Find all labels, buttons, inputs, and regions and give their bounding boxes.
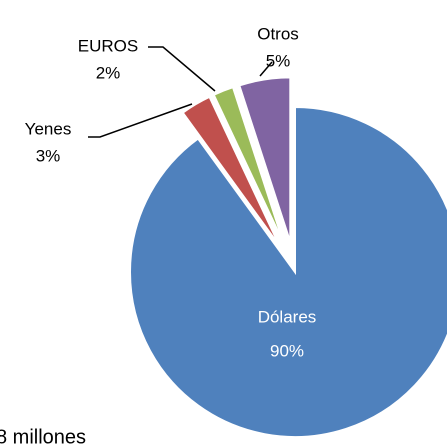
slice-value: 3% (36, 146, 61, 165)
slice-label: Dólares (258, 307, 317, 326)
annotation: 8 millones (0, 426, 86, 445)
pie-slice (238, 76, 292, 243)
slice-label: EUROS (78, 36, 138, 55)
slice-value: 2% (96, 63, 121, 82)
leader-line (259, 61, 273, 77)
pie-slice (181, 95, 281, 247)
leader-line (88, 103, 193, 138)
slice-value: 90% (270, 341, 304, 360)
pie-slice (129, 105, 447, 438)
slice-label: Yenes (25, 119, 72, 138)
slice-value: 5% (266, 51, 291, 70)
leader-line (148, 46, 216, 92)
slice-label: Otros (257, 24, 299, 43)
pie-slice (212, 85, 285, 245)
